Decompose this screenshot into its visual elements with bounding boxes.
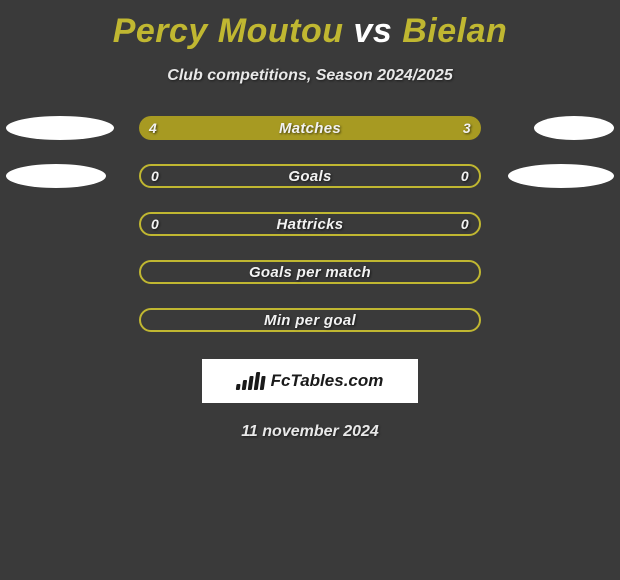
stat-value-left: 0 xyxy=(151,168,159,184)
stat-value-left: 0 xyxy=(151,216,159,232)
stat-rows: 4 Matches 3 0 Goals 0 0 Hattricks 0 Goal… xyxy=(0,115,620,333)
stat-row: 4 Matches 3 xyxy=(0,115,620,141)
stat-bar: 0 Goals 0 xyxy=(139,164,481,188)
footer-date: 11 november 2024 xyxy=(0,423,620,441)
stat-value-right: 0 xyxy=(461,168,469,184)
title-left: Percy Moutou xyxy=(113,12,344,50)
ellipse-left-icon xyxy=(6,164,106,188)
stat-label: Matches xyxy=(279,120,341,137)
ellipse-right-icon xyxy=(508,164,614,188)
stat-row: Min per goal xyxy=(0,307,620,333)
chart-icon xyxy=(235,372,266,390)
subtitle: Club competitions, Season 2024/2025 xyxy=(0,67,620,85)
stat-bar: Goals per match xyxy=(139,260,481,284)
stat-row: 0 Hattricks 0 xyxy=(0,211,620,237)
stat-row: Goals per match xyxy=(0,259,620,285)
stat-label: Goals xyxy=(288,168,331,185)
brand-badge: FcTables.com xyxy=(202,359,418,403)
stat-label: Goals per match xyxy=(249,264,371,281)
stat-label: Hattricks xyxy=(277,216,344,233)
ellipse-left-icon xyxy=(6,116,114,140)
stat-value-left: 4 xyxy=(149,120,157,136)
stat-bar: 4 Matches 3 xyxy=(139,116,481,140)
ellipse-right-icon xyxy=(534,116,614,140)
stat-value-right: 3 xyxy=(463,120,471,136)
brand-text: FcTables.com xyxy=(271,371,384,391)
stat-bar: 0 Hattricks 0 xyxy=(139,212,481,236)
stat-value-right: 0 xyxy=(461,216,469,232)
title-vs: vs xyxy=(353,12,392,50)
stat-label: Min per goal xyxy=(264,312,356,329)
title-right: Bielan xyxy=(402,12,507,50)
stat-row: 0 Goals 0 xyxy=(0,163,620,189)
stat-bar: Min per goal xyxy=(139,308,481,332)
page-title: Percy Moutou vs Bielan xyxy=(0,0,620,51)
